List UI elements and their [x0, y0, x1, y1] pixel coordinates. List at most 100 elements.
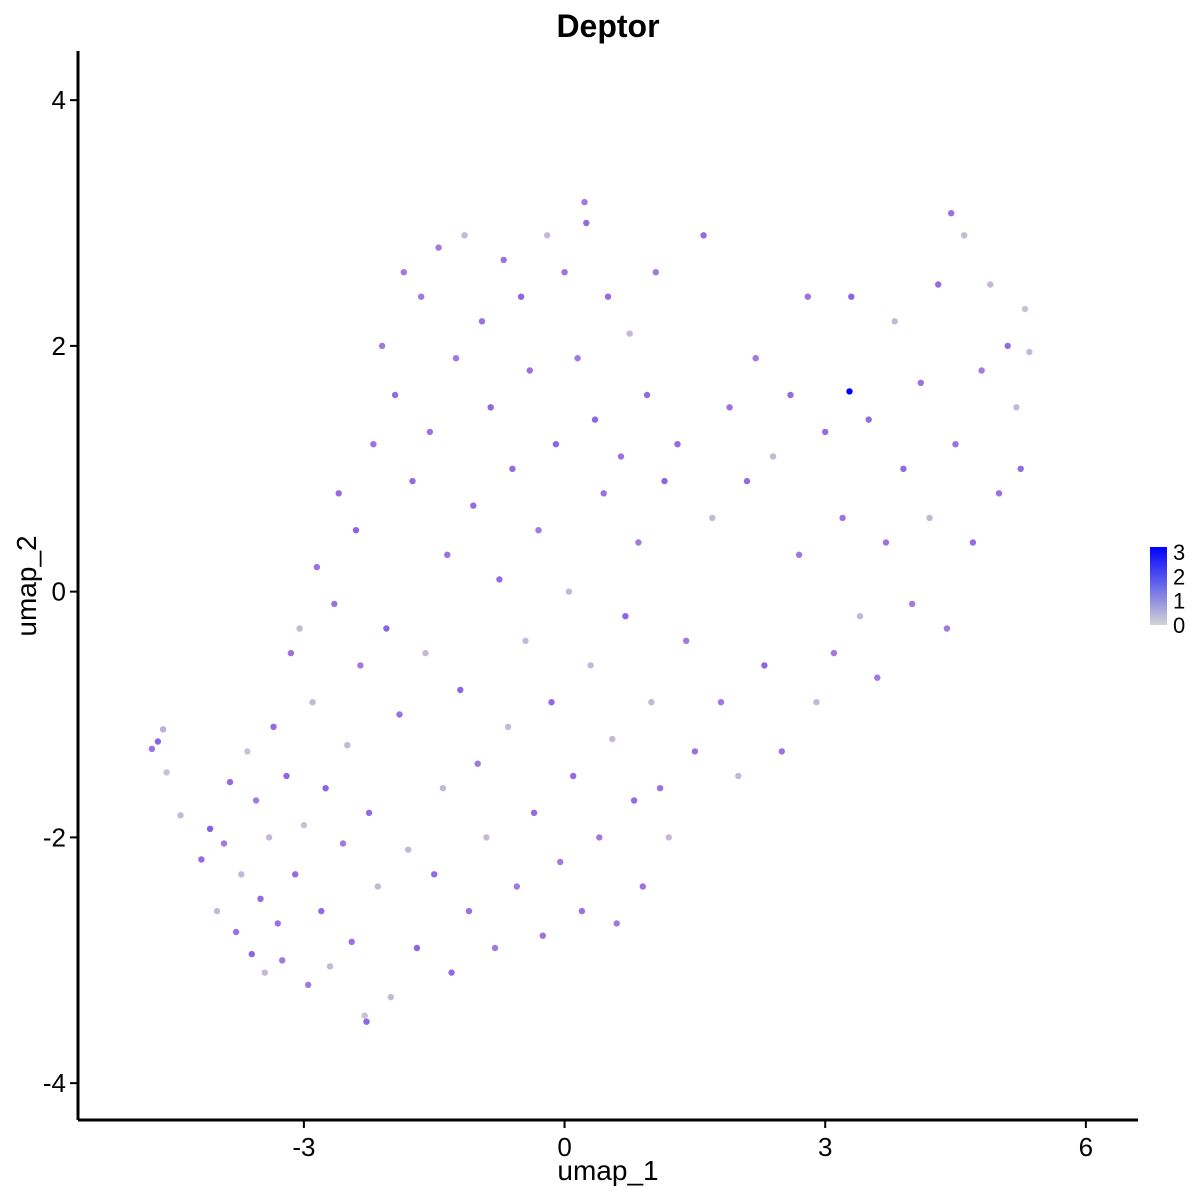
data-point [504, 723, 512, 730]
data-point [491, 944, 499, 952]
data-point [591, 416, 599, 423]
x-tick-label: 0 [557, 1132, 571, 1162]
data-point [635, 539, 642, 546]
data-point [154, 738, 162, 745]
data-point [396, 711, 403, 718]
data-point [735, 772, 742, 780]
data-point [648, 699, 655, 706]
data-point [163, 769, 170, 776]
data-point [874, 674, 881, 681]
data-point [643, 391, 651, 399]
data-point [726, 404, 733, 411]
data-point [487, 404, 494, 411]
data-point [661, 477, 668, 485]
x-ticks: -3 0 3 6 [292, 1120, 1093, 1162]
x-tick-label: -3 [292, 1132, 315, 1162]
data-point [587, 662, 594, 669]
data-point [426, 428, 434, 436]
data-point [461, 232, 468, 239]
legend-break-label: 2 [1173, 564, 1185, 589]
y-tick-label: 2 [52, 331, 66, 361]
data-point [978, 367, 985, 374]
data-point [252, 797, 260, 804]
y-tick-label: 0 [52, 577, 66, 607]
data-point [439, 785, 447, 792]
data-point [943, 625, 951, 632]
data-point [378, 342, 386, 350]
data-point [795, 551, 803, 558]
y-tick-label: 4 [52, 85, 66, 115]
data-point [513, 883, 520, 890]
data-point [457, 686, 464, 694]
data-point [613, 920, 620, 927]
data-point [1026, 348, 1033, 356]
data-point [652, 269, 659, 276]
y-axis-title: umap_2 [11, 535, 42, 636]
y-ticks: -4 -2 0 2 4 [43, 85, 78, 1098]
data-point [761, 662, 768, 669]
data-point [318, 907, 325, 915]
data-point [361, 1012, 368, 1019]
data-point [626, 330, 633, 337]
data-point [891, 318, 898, 325]
data-point [787, 391, 794, 399]
x-tick-label: 6 [1079, 1132, 1093, 1162]
data-point [348, 938, 355, 945]
data-point [478, 318, 486, 325]
data-point [839, 514, 846, 522]
data-point [526, 367, 533, 374]
data-point [517, 293, 525, 300]
data-point [257, 895, 264, 902]
data-point [935, 281, 942, 288]
data-point [409, 477, 416, 485]
data-point [287, 649, 295, 657]
data-point [557, 858, 564, 866]
data-point [717, 699, 725, 706]
data-point [344, 742, 351, 749]
data-point [279, 957, 286, 964]
data-point [822, 428, 829, 436]
data-point [496, 576, 503, 583]
data-point [1013, 404, 1020, 411]
data-point [561, 269, 568, 276]
data-point [422, 649, 429, 657]
data-point [917, 379, 924, 386]
data-point [283, 772, 290, 780]
data-point [600, 490, 607, 497]
data-point [339, 840, 347, 847]
data-point [674, 441, 681, 448]
data-point [452, 355, 460, 362]
data-point [1004, 342, 1011, 350]
data-point [148, 745, 156, 753]
data-point [309, 699, 316, 706]
data-point [952, 441, 959, 448]
data-point [431, 871, 438, 878]
data-point [581, 198, 588, 206]
data-point [609, 735, 616, 743]
data-point [405, 846, 412, 853]
data-point [363, 1018, 370, 1025]
data-point [365, 809, 373, 816]
x-axis-title: umap_1 [557, 1155, 658, 1186]
data-point [683, 637, 690, 644]
data-point [206, 825, 214, 832]
data-point [383, 625, 390, 632]
data-point [300, 821, 308, 829]
data-point [274, 920, 281, 927]
data-point [596, 834, 603, 841]
data-point [448, 969, 455, 976]
axes [76, 51, 1138, 1122]
data-point [418, 293, 425, 300]
data-point [865, 416, 872, 423]
data-point [374, 883, 381, 890]
data-point [220, 840, 228, 847]
data-point [548, 699, 555, 706]
data-point [322, 785, 329, 792]
data-point [969, 539, 977, 546]
data-point [565, 588, 573, 595]
points-layer [148, 198, 1033, 1025]
data-point [400, 269, 407, 276]
chart-title: Deptor [556, 8, 659, 44]
data-point [908, 600, 916, 608]
